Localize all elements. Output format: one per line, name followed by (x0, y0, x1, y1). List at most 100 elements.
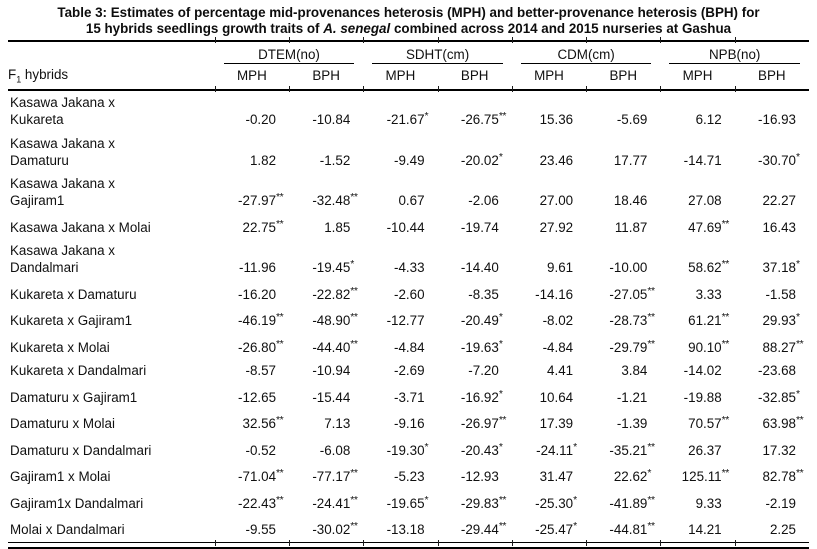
hybrid-name: Kasawa Jakana x Gajiram1 (10, 176, 115, 208)
column-rule-tick (289, 37, 290, 43)
value-cell: 23.46 (539, 152, 574, 168)
subheader-mph: MPH (660, 64, 735, 91)
column-rule-tick (512, 86, 513, 92)
value-cell: -14.40 (460, 260, 499, 275)
group-header-label: DTEM(no) (223, 47, 355, 64)
table-row: Kasawa Jakana x Gajiram1 -27.97** -32.48**… (8, 172, 809, 213)
value-cell: 37.18* (762, 258, 800, 275)
heterosis-table: DTEM(no) SDHT(cm) CDM(cm) NPB(no) F1 hybrid… (8, 40, 809, 543)
value-cell: -22.43** (238, 493, 284, 511)
value-cell: -44.40** (312, 337, 358, 355)
value-cell: 63.98** (762, 414, 804, 431)
value-cell: -20.43* (460, 440, 503, 458)
hybrid-name: Gajiram1x Dandalmari (10, 495, 144, 511)
group-header-spacer (8, 41, 215, 64)
value-cell: 1.82 (249, 152, 277, 168)
subheader-row: F1 hybrids MPH BPH MPH BPH MPH BPH MPH BPH (8, 64, 809, 91)
value-cell: 29.93* (762, 311, 800, 328)
value-cell: 11.87 (614, 219, 648, 235)
subheader-mph: MPH (511, 64, 587, 91)
column-rule-tick (215, 540, 216, 546)
value-cell: 26.37 (688, 442, 722, 458)
value-cell: -12.93 (460, 469, 499, 484)
value-cell: -29.79** (609, 337, 655, 355)
value-cell: -71.04** (238, 467, 284, 484)
group-header-label: SDHT(cm) (372, 47, 503, 64)
column-rule-tick (735, 86, 736, 92)
value-cell: 88.27** (762, 337, 804, 355)
value-cell: 14.21 (660, 515, 735, 543)
table-row: Damaturu x Dandalmari -0.52 -6.08 -19.30* -2… (8, 436, 809, 463)
value-cell: -1.21 (616, 389, 648, 405)
column-rule-tick (586, 86, 587, 92)
column-rule-tick (660, 86, 661, 92)
value-cell: -22.82** (312, 284, 358, 302)
column-rule-tick (735, 540, 736, 546)
table-row: Kukareta x Gajiram1 -46.19** -48.90** -12.7… (8, 306, 809, 333)
value-cell: -16.20 (238, 286, 277, 302)
value-cell: -2.19 (765, 495, 796, 511)
value-cell: -21.67* (386, 110, 429, 127)
value-cell: 6.12 (695, 112, 722, 127)
table-row: Gajiram1 x Molai -71.04** -77.17** -5.23 -12… (8, 462, 809, 489)
value-cell: -27.97** (238, 191, 284, 208)
table-caption: Table 3: Estimates of percentage mid-pro… (0, 0, 817, 37)
hybrid-name: Kasawa Jakana x Molai (10, 219, 151, 235)
column-rule-tick (586, 540, 587, 546)
value-cell: -41.89** (609, 493, 655, 511)
column-rule-tick (660, 540, 661, 546)
table-row: Kasawa Jakana x Molai 22.75** 1.85 -10.44 -1… (8, 213, 809, 240)
value-cell: -5.69 (616, 112, 648, 127)
value-cell: -0.20 (245, 112, 277, 127)
value-cell: 22.62* (613, 467, 652, 484)
value-cell: -0.52 (245, 442, 277, 458)
subheader-bph: BPH (734, 64, 809, 91)
column-rule-tick (215, 37, 216, 43)
column-rule-tick (363, 86, 364, 92)
value-cell: -26.97** (460, 414, 507, 431)
value-cell: -30.02** (289, 515, 364, 543)
value-cell: -30.70* (758, 150, 800, 168)
value-cell: -19.63* (460, 337, 503, 355)
value-cell: -8.35 (468, 286, 499, 302)
table-row: Kasawa Jakana x Kukareta -0.20 -10.84 -21.6… (8, 90, 809, 132)
value-cell: 18.46 (613, 193, 648, 208)
hybrid-name: Damaturu x Gajiram1 (10, 389, 138, 405)
value-cell: -29.44** (437, 515, 512, 543)
value-cell: 17.39 (539, 416, 574, 431)
table-row: Damaturu x Molai 32.56** 7.13 -9.16 -26.97**… (8, 409, 809, 436)
column-rule-tick (735, 37, 736, 43)
column-rule-tick (438, 540, 439, 546)
value-cell: -14.02 (683, 363, 722, 378)
value-cell: 90.10** (688, 337, 729, 355)
bottom-rule (8, 546, 809, 549)
value-cell: -12.77 (386, 313, 425, 328)
group-header: DTEM(no) (215, 41, 364, 64)
value-cell: -16.93 (758, 112, 796, 127)
species-name-italic: A. senegal (323, 21, 391, 36)
value-cell: -44.81** (586, 515, 661, 543)
value-cell: -4.33 (394, 260, 425, 275)
value-cell: -1.52 (319, 152, 351, 168)
row-header-f1-hybrids: F1 hybrids (8, 64, 215, 91)
column-rule-tick (512, 540, 513, 546)
subheader-bph: BPH (437, 64, 512, 91)
value-cell: 22.75** (242, 217, 284, 235)
value-cell: 27.92 (539, 219, 574, 235)
table-wrapper: DTEM(no) SDHT(cm) CDM(cm) NPB(no) F1 hybrid… (8, 37, 809, 549)
value-cell: 0.67 (398, 193, 425, 208)
value-cell: -14.71 (683, 152, 722, 168)
value-cell: -25.47* (511, 515, 587, 543)
hybrid-name: Kasawa Jakana x Dandalmari (10, 243, 115, 275)
value-cell: -19.30* (386, 440, 429, 458)
hybrid-name: Kukareta x Gajiram1 (10, 313, 133, 328)
value-cell: -5.23 (394, 469, 425, 484)
value-cell: 27.08 (688, 193, 722, 208)
caption-line-1: Table 3: Estimates of percentage mid-pro… (57, 5, 760, 20)
value-cell: -19.74 (460, 219, 499, 235)
subheader-bph: BPH (586, 64, 661, 91)
value-cell: -16.92* (460, 387, 503, 405)
value-cell: 16.43 (762, 219, 796, 235)
value-cell: -4.84 (542, 339, 574, 355)
